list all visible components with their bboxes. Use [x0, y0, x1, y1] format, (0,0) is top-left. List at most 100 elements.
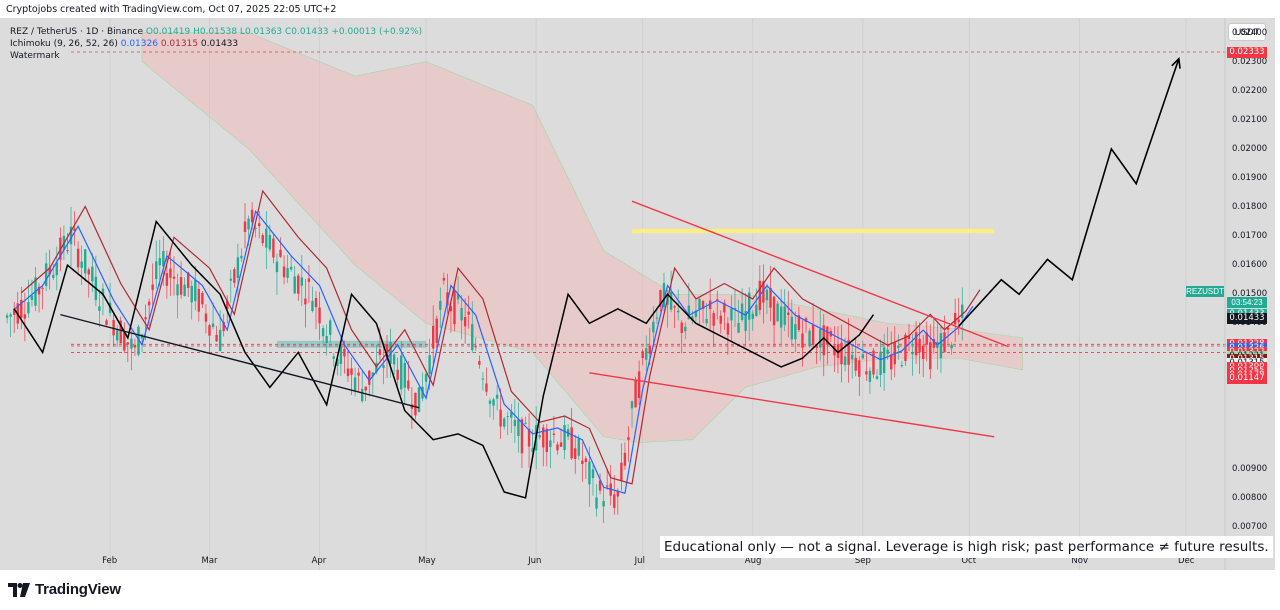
- candle-body: [73, 228, 76, 231]
- candle-body: [769, 288, 772, 308]
- y-tick-label: 0.01500: [1232, 289, 1268, 300]
- candle-body: [357, 372, 360, 376]
- x-tick-label: May: [418, 556, 436, 566]
- candle-body: [314, 298, 318, 308]
- legend-lagging-value: 0.01433: [200, 39, 239, 49]
- candle-body: [762, 281, 765, 303]
- candle-body: [201, 292, 204, 305]
- quote-currency-button[interactable]: USDT: [1228, 23, 1266, 41]
- x-tick-label: Jun: [528, 556, 542, 566]
- candle-body: [13, 308, 16, 315]
- candle-body: [9, 314, 12, 317]
- support-zone: [276, 340, 427, 348]
- kijun-line: [20, 189, 981, 485]
- candle-body: [424, 374, 428, 382]
- candle-body: [875, 376, 879, 379]
- candle-body: [961, 304, 964, 318]
- candle-body: [545, 428, 549, 453]
- candle-body: [833, 346, 836, 356]
- candle-body: [815, 345, 818, 349]
- candle-body: [76, 248, 80, 268]
- candle-body: [293, 276, 296, 294]
- bar-countdown: 03:54:23: [1227, 297, 1267, 308]
- legend-kijun-value: 0.01315: [160, 39, 199, 49]
- x-tick-label: Jul: [634, 556, 645, 566]
- y-tick-label: 0.00700: [1232, 521, 1268, 532]
- candle-body: [808, 330, 811, 347]
- candle-body: [510, 412, 513, 418]
- candle-body: [332, 356, 335, 359]
- candle-body: [921, 345, 925, 359]
- x-tick-label: Oct: [961, 556, 977, 566]
- candle-body: [368, 370, 371, 385]
- candle-body: [378, 349, 382, 356]
- candle-body: [563, 424, 566, 451]
- candle-body: [765, 289, 769, 301]
- candle-body: [162, 250, 165, 267]
- candle-body: [456, 293, 460, 300]
- candle-body: [932, 339, 936, 348]
- candle-body: [549, 440, 552, 448]
- candle-body: [861, 354, 865, 359]
- candle-body: [254, 227, 257, 229]
- footer: TradingView: [0, 570, 1280, 610]
- legend-ichimoku-label: Ichimoku (9, 26, 52, 26): [10, 39, 118, 49]
- chart-area[interactable]: REZ / TetherUS · 1D · Binance O0.01419 H…: [0, 18, 1275, 570]
- candle-body: [918, 338, 921, 353]
- candle-body: [865, 371, 868, 375]
- candle-body: [84, 249, 87, 274]
- candle-body: [822, 325, 825, 356]
- candle-body: [41, 287, 44, 289]
- candle-body: [236, 257, 240, 278]
- candle-body: [691, 316, 694, 321]
- y-tick-label: 0.02400: [1232, 27, 1268, 38]
- candle-body: [428, 355, 431, 374]
- candle-body: [417, 387, 421, 412]
- candle-body: [410, 404, 414, 409]
- candle-body: [882, 347, 886, 374]
- candle-body: [687, 305, 691, 320]
- tradingview-logo[interactable]: TradingView: [8, 581, 121, 598]
- candle-body: [307, 278, 311, 282]
- candle-body: [847, 340, 850, 365]
- candle-body: [957, 319, 960, 323]
- candle-body: [172, 276, 176, 279]
- candle-body: [620, 462, 623, 481]
- candle-body: [854, 357, 857, 371]
- candle-body: [623, 452, 627, 466]
- candle-body: [44, 263, 48, 286]
- candle-body: [637, 371, 641, 399]
- ticker-tag: REZUSDT: [1186, 286, 1224, 297]
- candle-body: [321, 328, 325, 337]
- candle-body: [385, 343, 389, 360]
- candle-body: [790, 316, 794, 340]
- candle-body: [343, 348, 346, 357]
- candle-body: [783, 306, 786, 325]
- candle-body: [439, 301, 442, 310]
- candle-body: [659, 290, 662, 307]
- candle-body: [630, 401, 634, 409]
- candle-body: [755, 304, 758, 317]
- candle-body: [634, 379, 637, 408]
- candle-body: [325, 335, 328, 343]
- candle-body: [914, 332, 918, 356]
- y-tick-label: 0.01800: [1232, 202, 1268, 213]
- candle-body: [584, 458, 588, 463]
- candle-body: [897, 345, 900, 348]
- price-chart[interactable]: [0, 18, 1275, 570]
- candle-body: [233, 269, 236, 283]
- chart-legend: REZ / TetherUS · 1D · Binance O0.01419 H…: [10, 26, 422, 62]
- candle-body: [91, 266, 94, 282]
- candle-body: [286, 268, 289, 278]
- candle-body: [403, 362, 406, 388]
- candle-body: [542, 427, 545, 448]
- candle-body: [243, 221, 247, 232]
- candle-body: [779, 306, 783, 328]
- candle-body: [414, 392, 417, 416]
- candle-body: [98, 306, 101, 311]
- candle-body: [211, 323, 215, 327]
- candle-body: [115, 330, 119, 341]
- candle-body: [850, 354, 854, 360]
- candle-body: [69, 226, 73, 245]
- candle-body: [513, 419, 517, 427]
